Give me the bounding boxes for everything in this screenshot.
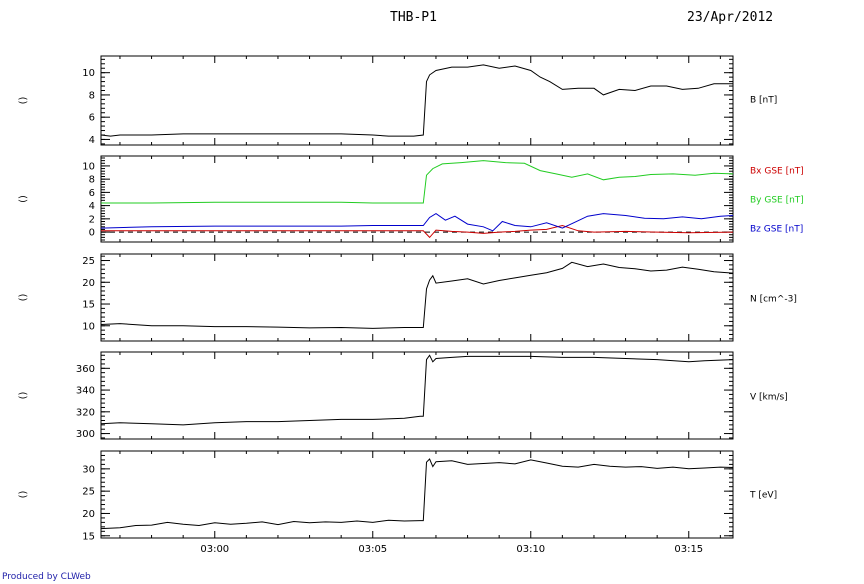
series-legend-label: Bx GSE [nT] [750,167,804,177]
panel-left-label: () [18,392,29,400]
panel-frame [100,450,734,539]
y-tick-label: 15 [82,531,95,542]
series-legend-label: By GSE [nT] [750,196,804,206]
y-tick-label: 10 [82,321,95,332]
panel-left-label: () [18,491,29,499]
y-axis-label: V [km/s] [750,393,788,403]
panel-frame [100,253,734,342]
y-tick-label: 10 [82,68,95,79]
y-tick-label: 320 [76,407,95,418]
y-tick-label: 20 [82,278,95,289]
y-tick-label: 8 [89,175,95,186]
x-tick-label: 03:10 [516,544,545,555]
panel-left-label: () [18,294,29,302]
y-tick-label: 10 [82,161,95,172]
y-tick-label: 0 [89,228,95,239]
panel-left-label: () [18,97,29,105]
y-axis-label: T [eV] [749,491,777,501]
series-legend-label: Bz GSE [nT] [750,225,803,235]
series-line [100,64,733,137]
y-tick-label: 2 [89,214,95,225]
y-tick-label: 4 [89,201,95,212]
panel-frame [100,155,734,243]
y-tick-label: 360 [76,364,95,375]
footer-credit: Produced by CLWeb [2,572,91,582]
y-tick-label: 25 [82,256,95,267]
panel-frame [100,351,734,440]
series-line [101,160,734,204]
y-tick-label: 6 [89,188,95,199]
y-tick-label: 8 [89,90,95,101]
x-tick-label: 03:05 [358,544,387,555]
chart-area: 4 6 8 10 () B [nT] 0 2 4 6 8 10 () Bx GSE [nT] By GSE … [18,55,804,555]
y-tick-label: 25 [82,487,95,498]
y-tick-label: 6 [89,113,95,124]
panel-left-label: () [18,195,29,203]
y-tick-label: 340 [76,386,95,397]
y-tick-label: 15 [82,300,95,311]
y-tick-label: 4 [89,135,95,146]
panel-frame [100,55,734,146]
series-line [100,213,734,232]
x-tick-label: 03:15 [674,544,703,555]
x-tick-label: 03:00 [200,544,229,555]
y-tick-label: 30 [82,464,95,475]
y-tick-label: 20 [82,509,95,520]
series-line [100,261,734,329]
series-line [101,224,734,239]
y-axis-label: B [nT] [750,96,777,106]
y-tick-label: 300 [76,429,95,440]
series-line [100,458,734,530]
y-axis-label: N [cm^-3] [750,295,797,305]
series-line [100,354,734,426]
plot-date: 23/Apr/2012 [687,10,774,25]
plot-title: THB-P1 [390,10,437,25]
